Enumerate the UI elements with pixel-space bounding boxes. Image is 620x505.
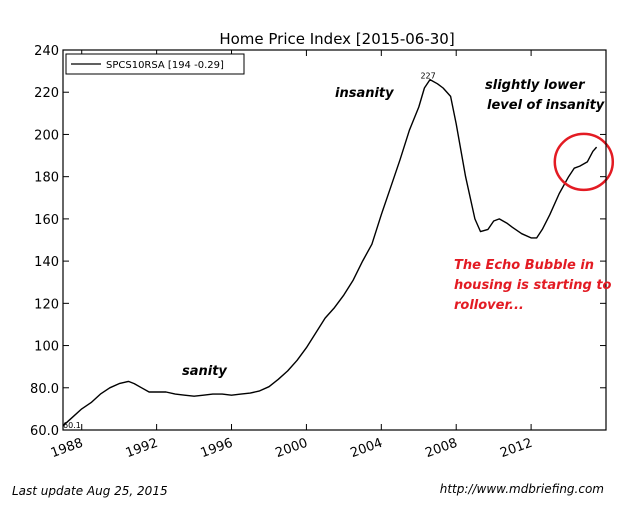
y-tick-label: 60.0 [30,424,59,439]
callout-echo-line2: housing is starting to [454,278,612,293]
y-tick-label: 100 [34,340,59,355]
legend: SPCS10RSA [194 -0.29] [65,53,245,75]
callouts: sanity insanity slightly lower level of … [182,78,612,379]
data-annotation: 227 [420,71,435,80]
y-tick-label: 120 [34,297,59,312]
callout-echo-line1: The Echo Bubble in [454,258,594,273]
highlight-circle [553,132,615,192]
y-tick-label: 80.0 [30,382,59,397]
x-tick-label: 2000 [274,436,310,461]
x-tick-label: 2012 [498,436,534,461]
series-line [62,78,598,427]
y-tick-label: 180 [34,171,59,186]
x-tick-label: 1988 [49,436,85,461]
y-tick-label: 200 [34,128,59,143]
callout-insanity: insanity [335,86,394,101]
x-tick-label: 1992 [124,436,160,461]
callout-echo-line3: rollover... [454,298,524,313]
y-tick-label: 240 [34,44,59,59]
y-tick-label: 160 [34,213,59,228]
legend-entry: SPCS10RSA [194 -0.29] [106,60,224,71]
plot-frame [62,49,607,431]
source-url: http://www.mdbriefing.com [439,482,604,496]
y-tick-label: 140 [34,255,59,270]
callout-lower-line2: level of insanity [487,98,605,113]
data-annotation: 60.1 [63,421,81,430]
callout-sanity: sanity [182,364,227,379]
plot-area: 227 60.1 [62,71,615,430]
chart-title: Home Price Index [2015-06-30] [219,30,454,48]
x-tick-label: 1996 [199,436,235,461]
x-tick-label: 2004 [348,436,384,461]
callout-lower-line1: slightly lower [485,78,586,93]
y-tick-label: 220 [34,86,59,101]
x-tick-label: 2008 [423,436,459,461]
last-update-text: Last update Aug 25, 2015 [12,484,168,498]
